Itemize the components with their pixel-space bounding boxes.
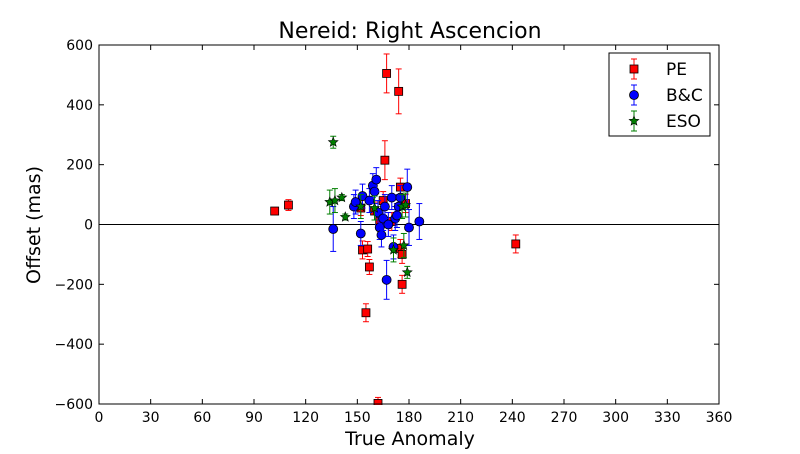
data-point — [511, 239, 521, 249]
data-point — [270, 206, 280, 216]
legend-entry: PE — [629, 58, 687, 80]
data-point — [380, 155, 390, 165]
data-point — [363, 244, 373, 254]
data-point — [414, 216, 425, 227]
data-point — [397, 279, 407, 289]
data-point — [327, 136, 339, 147]
data-point — [350, 197, 361, 207]
data-point — [398, 239, 410, 251]
data-point — [364, 262, 374, 272]
data-point — [329, 194, 341, 206]
y-tick-label: −600 — [55, 397, 93, 413]
data-point — [364, 195, 375, 206]
x-tick-label: 150 — [344, 410, 371, 426]
legend-entry: ESO — [628, 110, 701, 132]
plot-area: 0 30 60 90 120 150 180 210 240 270 300 330 360 −600 −4… — [55, 38, 733, 426]
y-tick-label: 0 — [84, 218, 93, 234]
legend-marker — [628, 115, 640, 126]
data-point — [371, 174, 382, 185]
x-tick-label: 120 — [292, 410, 319, 426]
series-b-c — [328, 167, 425, 300]
data-point — [402, 182, 413, 193]
y-tick-label: −400 — [55, 337, 93, 353]
x-tick-label: 210 — [447, 410, 474, 426]
data-point — [400, 199, 412, 210]
data-point — [376, 230, 387, 240]
data-point — [361, 308, 371, 318]
y-tick-label: 600 — [66, 38, 93, 54]
data-point — [381, 274, 392, 285]
y-axis-label: Offset (mas) — [23, 166, 45, 284]
data-point — [383, 219, 394, 230]
x-tick-label: 330 — [654, 410, 681, 426]
x-tick-label: 240 — [499, 410, 526, 426]
x-tick-label: 180 — [396, 410, 423, 426]
x-tick-label: 90 — [245, 410, 263, 426]
x-tick-label: 300 — [602, 410, 629, 426]
data-point — [382, 69, 392, 78]
data-point — [386, 192, 397, 203]
legend-label: ESO — [666, 112, 701, 132]
data-point — [404, 222, 414, 233]
data-point — [373, 399, 383, 405]
x-tick-label: 60 — [193, 410, 211, 426]
data-point — [339, 211, 351, 222]
data-point — [336, 191, 348, 203]
series-eso — [324, 135, 413, 279]
data-point — [394, 86, 404, 96]
data-point — [328, 224, 339, 234]
chart-title: Nereid: Right Ascencion — [278, 19, 541, 44]
x-tick-label: 270 — [551, 410, 578, 426]
data-point — [397, 250, 407, 259]
data-point — [369, 202, 381, 213]
legend-marker — [629, 90, 639, 100]
data-point — [401, 266, 413, 278]
x-tick-label: 0 — [95, 410, 104, 426]
legend-label: B&C — [666, 86, 703, 106]
legend-label: PE — [666, 60, 687, 80]
data-point — [284, 200, 293, 210]
y-tick-label: 400 — [66, 98, 93, 114]
data-point — [395, 192, 406, 203]
y-tick-label: 200 — [66, 158, 93, 174]
legend-marker — [629, 64, 639, 74]
x-axis-label: True Anomaly — [344, 428, 475, 450]
legend-entry: B&C — [629, 84, 703, 106]
data-point — [379, 201, 390, 212]
x-tick-label: 30 — [142, 410, 160, 426]
x-tick-label: 360 — [706, 410, 733, 426]
legend-box — [608, 52, 711, 137]
series-pe — [270, 53, 521, 405]
data-point — [387, 244, 400, 255]
legend: PE B&C ESO — [608, 52, 711, 137]
data-point — [355, 228, 366, 239]
data-point — [355, 200, 367, 212]
data-point — [357, 191, 368, 201]
y-tick-label: −200 — [55, 277, 93, 293]
